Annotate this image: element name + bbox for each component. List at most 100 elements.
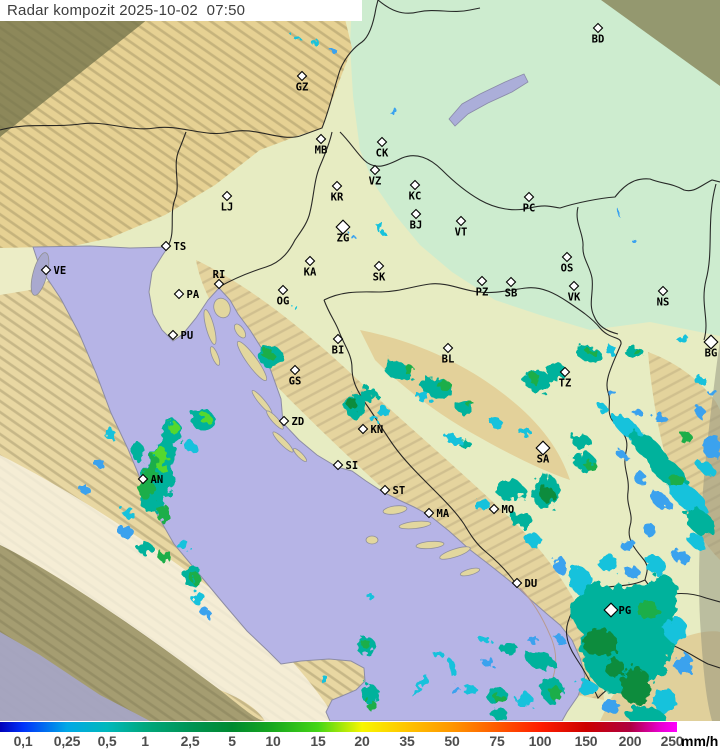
adriatic-sea [32, 245, 586, 721]
radar-echo [609, 391, 617, 397]
radar-echo [572, 434, 590, 448]
city-marker-PC: PC [523, 191, 535, 215]
radar-echo [546, 363, 566, 379]
radar-echo [599, 554, 617, 572]
city-label: SK [373, 272, 386, 284]
radar-echo [707, 389, 717, 395]
radar-echo [200, 608, 210, 616]
radar-echo [460, 441, 472, 449]
city-label: RI [213, 269, 226, 281]
city-marker-LJ: LJ [221, 190, 234, 214]
city-diamond-icon [315, 133, 327, 145]
tyrrhenian-sea [0, 632, 150, 721]
city-label: MB [315, 145, 328, 157]
scale-label: 20 [354, 733, 370, 749]
radar-echo [133, 442, 143, 462]
radar-echo [528, 636, 538, 644]
city-label: PA [187, 289, 200, 301]
city-diamond-icon [277, 284, 289, 296]
precipitation-scale-bar [0, 722, 677, 732]
radar-echo [144, 454, 158, 490]
radar-echo [312, 40, 320, 46]
radar-echo [191, 573, 201, 585]
radar-echo [448, 661, 456, 675]
city-marker-RI: RI [213, 269, 226, 290]
radar-echo [518, 427, 530, 435]
radar-echo [550, 687, 562, 701]
radar-echo [687, 532, 707, 550]
city-label: VZ [369, 176, 382, 188]
city-diamond-icon [40, 264, 52, 276]
city-label: PZ [476, 287, 489, 299]
radar-echo [555, 636, 565, 644]
city-label: PU [181, 330, 194, 342]
radar-echo [579, 680, 597, 696]
radar-echo [675, 653, 693, 675]
scale-label: 0,5 [97, 733, 117, 749]
city-diamond-icon [213, 278, 225, 290]
radar-echo [122, 507, 134, 517]
legend: 0,1 0,25 0,5 1 2,5 5 10 15 20 35 50 75 100 150 200 250 … [0, 721, 720, 751]
radar-echo [637, 601, 659, 619]
city-marker-OG: OG [277, 284, 289, 308]
city-label: AN [151, 474, 164, 486]
radar-echo-layer [80, 36, 720, 721]
city-diamond-icon [379, 484, 391, 496]
city-diamond-icon [369, 164, 381, 176]
radar-echo [433, 650, 443, 658]
city-diamond-icon [376, 136, 388, 148]
city-label: KC [409, 191, 422, 203]
city-diamond-icon [568, 280, 580, 292]
venice-lagoon [30, 252, 50, 296]
range-overlay-topright [601, 0, 720, 86]
radar-echo [347, 397, 357, 409]
city-label: LJ [221, 202, 234, 214]
radar-echo [631, 238, 635, 242]
scale-label: 1 [141, 733, 149, 749]
radar-echo [669, 481, 707, 515]
radar-echo [693, 406, 707, 418]
city-diamond-icon [304, 255, 316, 267]
city-marker-VK: VK [568, 280, 581, 304]
city-label: BG [705, 348, 718, 360]
city-label: DU [525, 578, 538, 590]
city-diamond-icon [523, 191, 535, 203]
entity-border [519, 587, 557, 687]
terrain-alps [0, 19, 352, 256]
radar-echo [451, 685, 459, 695]
radar-echo [644, 555, 666, 575]
city-diamond-icon [296, 70, 308, 82]
radar-echo [616, 450, 628, 460]
scale-label: 35 [399, 733, 415, 749]
lake-balaton [448, 73, 529, 127]
radar-echo [137, 542, 153, 554]
radar-echo [587, 348, 597, 356]
scale-label: 10 [265, 733, 281, 749]
radar-echo [377, 406, 389, 416]
radar-echo [696, 459, 716, 477]
city-diamond-icon [505, 276, 517, 288]
city-label: MO [502, 504, 515, 516]
radar-echo [321, 676, 329, 684]
radar-echo [105, 428, 115, 440]
city-diamond-icon [331, 180, 343, 192]
city-label: KN [371, 424, 384, 436]
radar-echo [621, 667, 651, 705]
city-diamond-icon [488, 503, 500, 515]
city-diamond-icon [173, 288, 185, 300]
city-diamond-icon [357, 423, 369, 435]
radar-echo [330, 48, 336, 52]
radar-echo [184, 441, 196, 451]
scale-label: 15 [310, 733, 326, 749]
city-label: TZ [559, 378, 572, 390]
city-marker-TS: TS [160, 240, 186, 253]
radar-echo [632, 470, 648, 486]
radar-echo [191, 592, 205, 604]
radar-echo [413, 674, 427, 698]
city-diamond-icon [561, 251, 573, 263]
scale-label: 0,1 [13, 733, 33, 749]
radar-echo [569, 567, 591, 593]
city-diamond-icon [559, 366, 571, 378]
radar-echo [601, 699, 619, 713]
radar-echo [515, 693, 533, 707]
